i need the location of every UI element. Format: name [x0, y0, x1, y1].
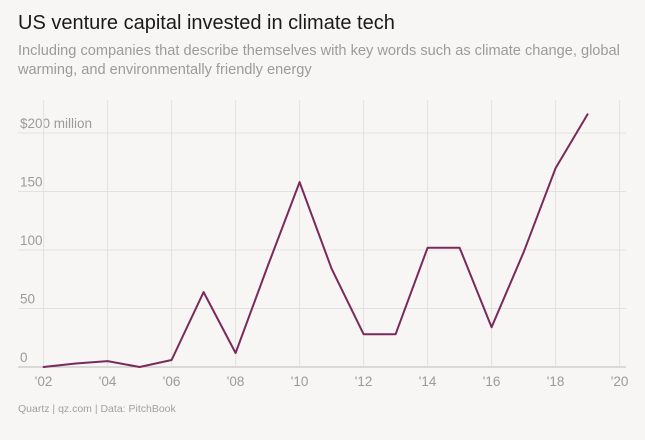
x-tick-label: '02: [35, 374, 53, 389]
x-tick-label: '16: [483, 374, 501, 389]
x-tick-label: '20: [611, 374, 629, 389]
x-tick-label: '18: [547, 374, 565, 389]
x-tick-label: '06: [163, 374, 181, 389]
y-tick-label: 50: [20, 292, 35, 307]
y-tick-label: 150: [20, 175, 43, 190]
x-tick-label: '08: [227, 374, 245, 389]
chart-title: US venture capital invested in climate t…: [18, 12, 395, 34]
y-tick-label: 100: [20, 233, 43, 248]
x-tick-label: '10: [291, 374, 309, 389]
chart-subtitle: Including companies that describe themse…: [18, 43, 620, 78]
series-line: [42, 113, 589, 368]
x-tick-label: '12: [355, 374, 373, 389]
x-tick-label: '14: [419, 374, 437, 389]
y-tick-label: $200 million: [20, 116, 92, 131]
source-credit: Quartz | qz.com | Data: PitchBook: [18, 403, 176, 415]
y-tick-label: 0: [20, 350, 28, 365]
x-tick-label: '04: [99, 374, 117, 389]
